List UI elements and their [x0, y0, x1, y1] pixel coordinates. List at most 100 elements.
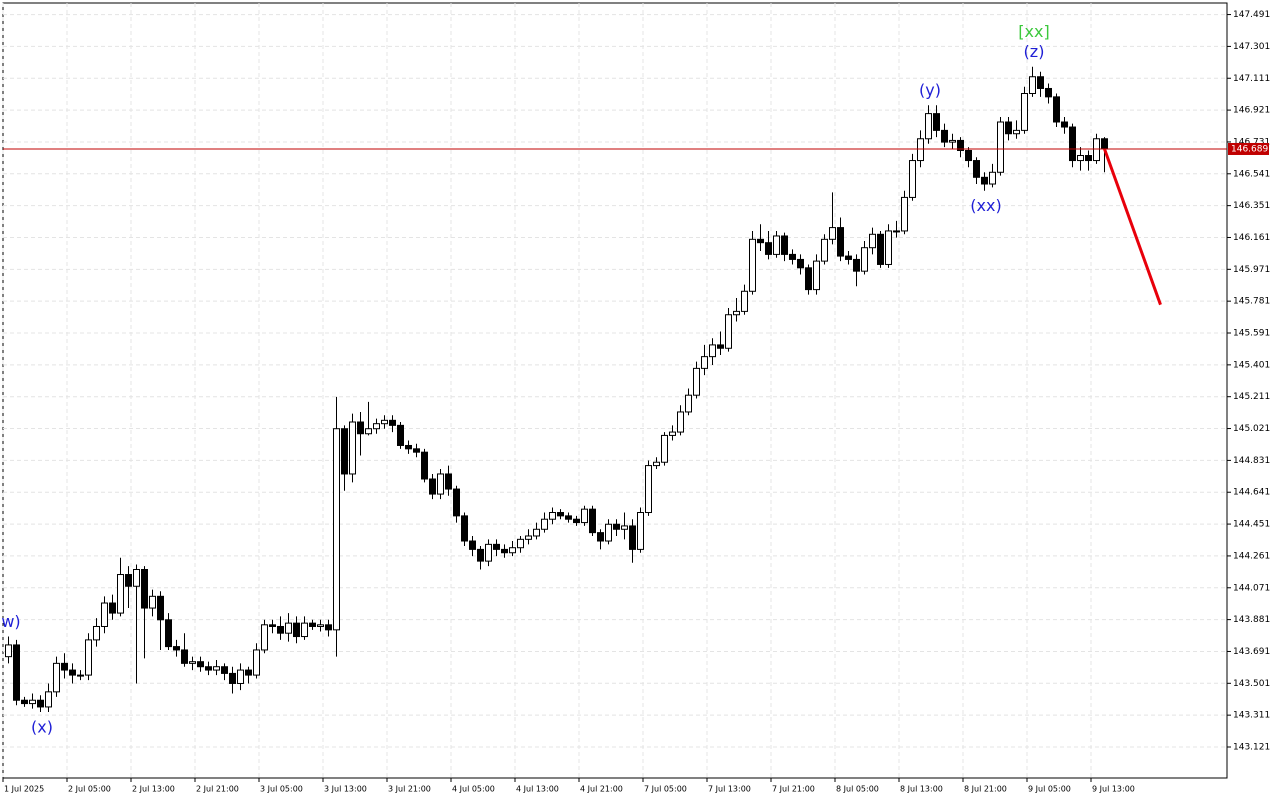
candle-body [597, 532, 604, 542]
candle-body [693, 367, 700, 396]
candle-body [93, 625, 100, 641]
x-tick-label: 7 Jul 21:00 [772, 785, 815, 794]
candle-body [277, 625, 284, 634]
y-tick-label: 143.881 [1233, 615, 1270, 625]
candle-body [869, 233, 876, 249]
candle-body [997, 121, 1004, 173]
candle-body [1061, 121, 1068, 128]
candle-body [333, 428, 340, 631]
candle-body [885, 230, 892, 265]
candle-body [413, 448, 420, 453]
candle-body [749, 238, 756, 292]
candle-body [309, 622, 316, 627]
x-tick-label: 8 Jul 13:00 [900, 785, 943, 794]
candle-body [389, 419, 396, 426]
y-tick-label: 147.301 [1233, 42, 1270, 52]
candle-body [469, 540, 476, 550]
candle-body [565, 515, 572, 520]
candle-body [1077, 155, 1084, 162]
x-tick-label: 9 Jul 05:00 [1028, 785, 1071, 794]
candle-body [213, 666, 220, 671]
candle-body [381, 419, 388, 425]
candle-body [709, 344, 716, 358]
x-tick-label: 8 Jul 21:00 [964, 785, 1007, 794]
y-tick-label: 144.831 [1233, 456, 1270, 466]
candle-body [789, 253, 796, 260]
y-tick-label: 145.211 [1233, 392, 1270, 402]
candle-body [613, 523, 620, 530]
candle-body [1053, 96, 1060, 123]
candle-body [421, 451, 428, 480]
candle-body [37, 699, 44, 708]
candle-body [645, 465, 652, 514]
candle-body [109, 602, 116, 614]
candle-body [685, 394, 692, 413]
candle-body [973, 160, 980, 178]
candle-body [21, 699, 28, 705]
candle-body [773, 235, 780, 255]
candle-body [29, 699, 36, 705]
candle-body [197, 661, 204, 668]
candle-body [525, 535, 532, 540]
candle-body [533, 528, 540, 537]
candle-body [621, 525, 628, 530]
candle-body [269, 624, 276, 627]
candle-body [461, 515, 468, 542]
candle-body [653, 461, 660, 467]
candle-body [733, 310, 740, 316]
candle-body [797, 258, 804, 269]
candle-body [757, 238, 764, 244]
candle-body [229, 672, 236, 684]
candle-body [1005, 121, 1012, 135]
candle-body [717, 344, 724, 349]
candle-body [373, 423, 380, 430]
candle-body [101, 602, 108, 627]
candle-body [301, 622, 308, 638]
candle-body [293, 622, 300, 638]
candle-body [245, 669, 252, 676]
wave-label: [xx] [1018, 22, 1049, 41]
candle-body [253, 649, 260, 676]
y-tick-label: 145.401 [1233, 360, 1270, 370]
candle-body [637, 512, 644, 550]
candle-body [1021, 93, 1028, 131]
candle-body [853, 258, 860, 272]
candle-body [13, 644, 20, 701]
y-tick-label: 144.261 [1233, 551, 1270, 561]
candle-body [429, 478, 436, 495]
candle-body [445, 473, 452, 490]
candle-body [1101, 138, 1108, 150]
x-tick-label: 8 Jul 05:00 [836, 785, 879, 794]
candle-body [1029, 76, 1036, 95]
candle-body [981, 176, 988, 185]
candle-body [501, 548, 508, 554]
candle-body [117, 574, 124, 614]
y-tick-label: 145.591 [1233, 329, 1270, 339]
candle-body [901, 196, 908, 232]
candle-body [1037, 76, 1044, 89]
candle-body [85, 639, 92, 676]
x-tick-label: 2 Jul 21:00 [196, 785, 239, 794]
axes: 147.491 147.301 147.111 146.921 146.731 146.5… [2, 10, 1270, 794]
y-tick-label: 146.161 [1233, 233, 1270, 243]
candle-body [965, 149, 972, 162]
y-tick-label: 144.641 [1233, 488, 1270, 498]
candle-body [877, 233, 884, 265]
wave-label: (y) [919, 81, 941, 100]
candle-body [165, 619, 172, 648]
grid [2, 3, 1227, 778]
y-tick-label: 144.071 [1233, 583, 1270, 593]
candle-body [581, 508, 588, 524]
candle-body [397, 424, 404, 446]
candle-body [285, 622, 292, 634]
candle-body [821, 238, 828, 262]
candle-body [957, 139, 964, 151]
candle-body [557, 512, 564, 517]
candle-body [77, 674, 84, 677]
candle-body [781, 235, 788, 255]
candle-body [925, 113, 932, 140]
candle-body [1085, 155, 1092, 162]
x-tick-label: 4 Jul 13:00 [516, 785, 559, 794]
